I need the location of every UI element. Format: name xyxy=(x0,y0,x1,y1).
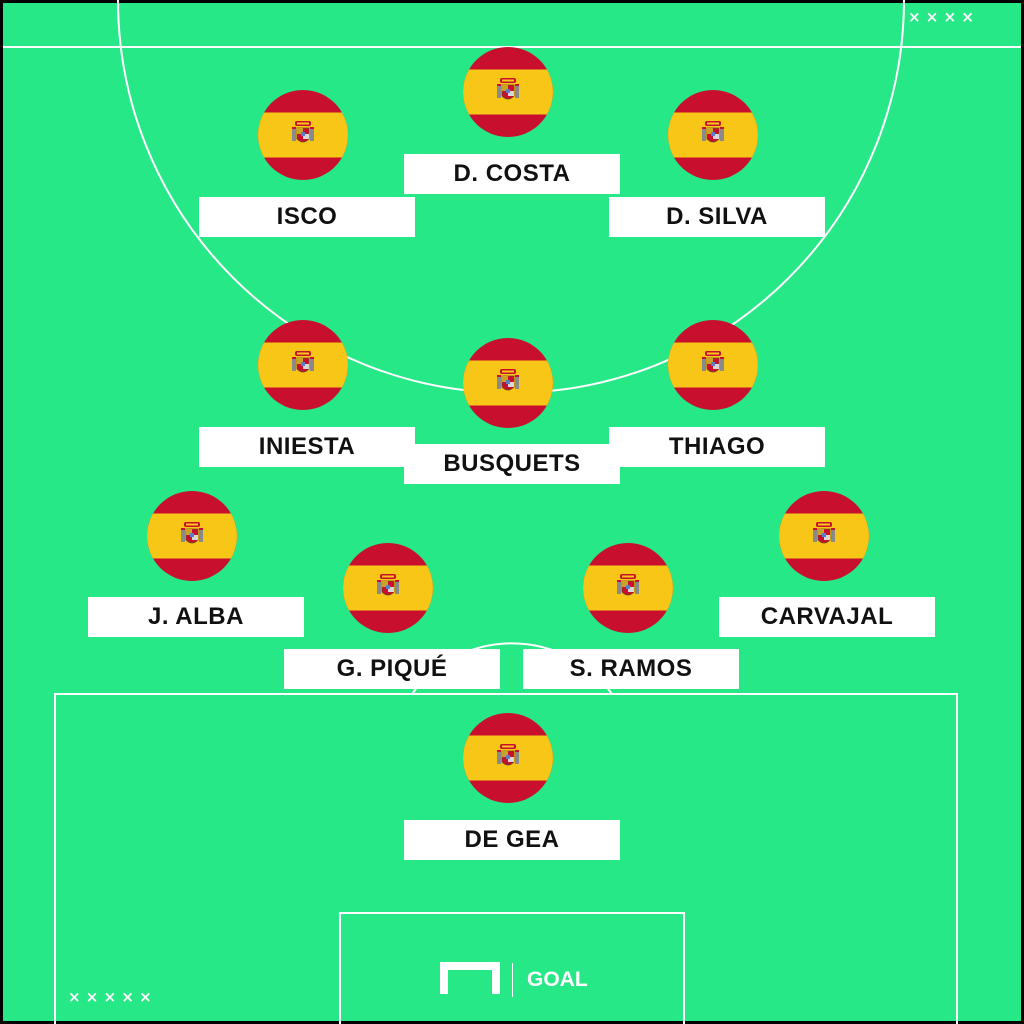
brand-logo: GOAL xyxy=(440,960,588,1000)
player-name-plate: D. COSTA xyxy=(404,154,620,194)
player-name: G. PIQUÉ xyxy=(336,655,448,682)
player-name-plate: INIESTA xyxy=(199,427,415,467)
spain-flag-icon xyxy=(463,338,553,428)
player-name-plate: S. RAMOS xyxy=(523,649,739,689)
player-name: D. SILVA xyxy=(666,203,768,230)
player-name: BUSQUETS xyxy=(443,450,581,477)
player-name: ISCO xyxy=(276,203,338,230)
brand-label: GOAL xyxy=(527,968,588,991)
player-name-plate: ISCO xyxy=(199,197,415,237)
spain-flag-icon xyxy=(668,90,758,180)
spain-flag-icon xyxy=(258,90,348,180)
goal-logo-icon xyxy=(440,962,500,994)
brand-divider xyxy=(512,963,513,997)
player-name: J. ALBA xyxy=(148,603,244,630)
decor-marks-bottom-left: × × × × × xyxy=(68,990,152,1005)
player-name: D. COSTA xyxy=(453,160,571,187)
player-name-plate: J. ALBA xyxy=(88,597,304,637)
player-name: S. RAMOS xyxy=(569,655,693,682)
player-name: INIESTA xyxy=(258,433,356,460)
spain-flag-icon xyxy=(343,543,433,633)
decor-marks: × × × × × xyxy=(68,988,152,1006)
penalty-box xyxy=(54,693,958,1024)
player-name-plate: G. PIQUÉ xyxy=(284,649,500,689)
player-name-plate: DE GEA xyxy=(404,820,620,860)
player-name-plate: THIAGO xyxy=(609,427,825,467)
spain-flag-icon xyxy=(463,47,553,137)
player-name: DE GEA xyxy=(464,826,560,853)
goal-area xyxy=(339,912,685,1024)
spain-flag-icon xyxy=(463,713,553,803)
spain-flag-icon xyxy=(147,491,237,581)
decor-marks-top-right: × × × × xyxy=(908,10,974,25)
player-name-plate: D. SILVA xyxy=(609,197,825,237)
spain-flag-icon xyxy=(258,320,348,410)
player-name: CARVAJAL xyxy=(760,603,894,630)
player-name: THIAGO xyxy=(668,433,766,460)
decor-marks: × × × × xyxy=(908,8,974,26)
player-name-plate: CARVAJAL xyxy=(719,597,935,637)
player-name-plate: BUSQUETS xyxy=(404,444,620,484)
spain-flag-icon xyxy=(583,543,673,633)
spain-flag-icon xyxy=(779,491,869,581)
spain-flag-icon xyxy=(668,320,758,410)
